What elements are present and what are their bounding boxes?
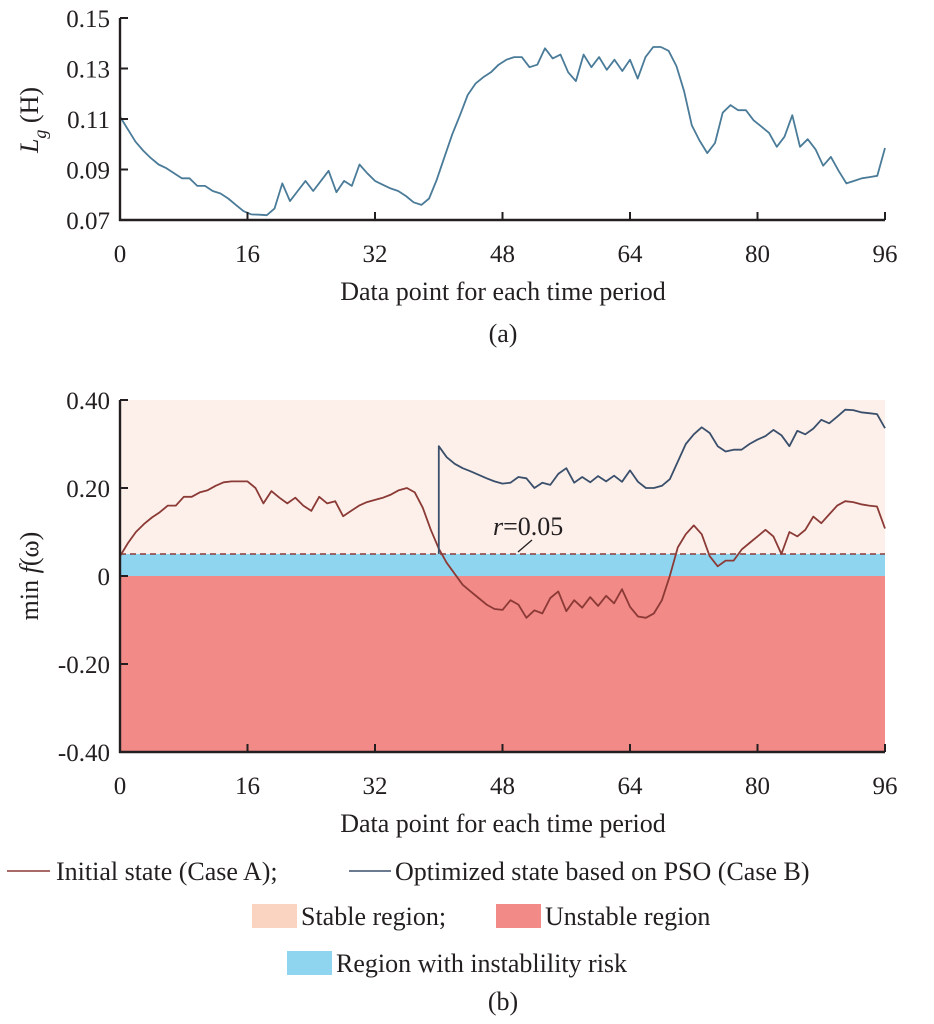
legend-patch-unstable <box>496 904 541 928</box>
x-tick-label: 16 <box>235 241 260 268</box>
y-tick-label: 0.09 <box>66 158 110 185</box>
chart-a-y-ticks: 0.07 0.09 0.11 0.13 0.15 <box>66 6 128 235</box>
legend-label-stable: Stable region; <box>301 902 446 931</box>
legend-label-risk: Region with instablility risk <box>336 949 627 978</box>
region-unstable <box>120 576 885 752</box>
y-label-func: f <box>15 562 44 573</box>
y-label-unit: (H) <box>15 87 44 130</box>
chart-b-legend: Initial state (Case A); Optimized state … <box>7 857 810 978</box>
y-tick-label: 0 <box>98 564 111 591</box>
y-tick-label: -0.20 <box>58 652 110 679</box>
chart-b-x-ticks: 0 16 32 48 64 80 96 <box>114 744 898 800</box>
chart-a-y-axis-title: Lg (H) <box>15 87 50 154</box>
x-tick-label: 48 <box>490 773 515 800</box>
x-tick-label: 32 <box>363 241 388 268</box>
x-tick-label: 80 <box>745 773 770 800</box>
chart-a-caption: (a) <box>489 319 518 348</box>
chart-a-axes <box>118 18 885 222</box>
y-label-arg: (ω) <box>15 532 44 566</box>
chart-b-regions <box>120 400 885 752</box>
legend-item-risk: Region with instablility risk <box>287 949 627 978</box>
chart-b-y-ticks: -0.40 -0.20 0 0.20 0.40 <box>58 388 128 767</box>
chart-b-caption: (b) <box>488 987 518 1016</box>
region-stable <box>120 400 885 554</box>
x-tick-label: 0 <box>114 241 127 268</box>
y-tick-label: -0.40 <box>58 740 110 767</box>
legend-item-case-b: Optimized state based on PSO (Case B) <box>349 857 810 886</box>
chart-b-x-axis-title: Data point for each time period <box>340 809 666 838</box>
legend-label-unstable: Unstable region <box>545 902 710 931</box>
threshold-value: =0.05 <box>503 512 563 541</box>
threshold-var: r <box>493 512 504 541</box>
y-label-main: L <box>15 139 44 154</box>
threshold-annotation-pointer <box>517 539 533 553</box>
legend-patch-risk <box>287 951 332 975</box>
x-tick-label: 80 <box>745 241 770 268</box>
region-instability-risk <box>120 554 885 576</box>
y-tick-label: 0.20 <box>66 476 110 503</box>
x-tick-label: 64 <box>618 773 644 800</box>
legend-item-unstable: Unstable region <box>496 902 710 931</box>
chart-b: 0 16 32 48 64 80 96 -0.40 -0.20 0 0.20 0.40 r=0.05… <box>7 388 898 1016</box>
legend-item-stable: Stable region; <box>252 902 446 931</box>
y-tick-label: 0.15 <box>66 6 110 33</box>
legend-label-case-b: Optimized state based on PSO (Case B) <box>395 857 810 886</box>
x-tick-label: 96 <box>873 241 898 268</box>
y-label-sub: g <box>30 130 50 139</box>
y-label-prefix: min <box>15 573 44 620</box>
legend-item-case-a: Initial state (Case A); <box>7 857 278 886</box>
y-tick-label: 0.13 <box>66 57 110 84</box>
legend-patch-stable <box>252 904 297 928</box>
x-tick-label: 64 <box>618 241 644 268</box>
x-tick-label: 48 <box>490 241 515 268</box>
chart-a-x-axis-title: Data point for each time period <box>340 277 666 306</box>
chart-a: 0 16 32 48 64 80 96 0.07 0.09 0.11 0.13 0.15 Lg (H… <box>15 6 898 348</box>
series-line-case-b <box>437 408 886 554</box>
chart-a-x-ticks: 0 16 32 48 64 80 96 <box>114 212 898 268</box>
y-tick-label: 0.07 <box>66 208 110 235</box>
series-line-lg <box>119 46 886 217</box>
chart-a-plot-area <box>119 46 886 217</box>
y-tick-label: 0.11 <box>67 107 110 134</box>
x-tick-label: 16 <box>235 773 260 800</box>
threshold-annotation: r=0.05 <box>493 512 563 541</box>
x-tick-label: 32 <box>363 773 388 800</box>
legend-label-case-a: Initial state (Case A); <box>56 857 278 886</box>
chart-b-plot-area <box>119 408 886 619</box>
x-tick-label: 0 <box>114 773 127 800</box>
chart-b-y-axis-title: min f(ω) <box>15 532 44 621</box>
series-line-case-a <box>119 480 886 619</box>
x-tick-label: 96 <box>873 773 898 800</box>
y-tick-label: 0.40 <box>66 388 110 415</box>
